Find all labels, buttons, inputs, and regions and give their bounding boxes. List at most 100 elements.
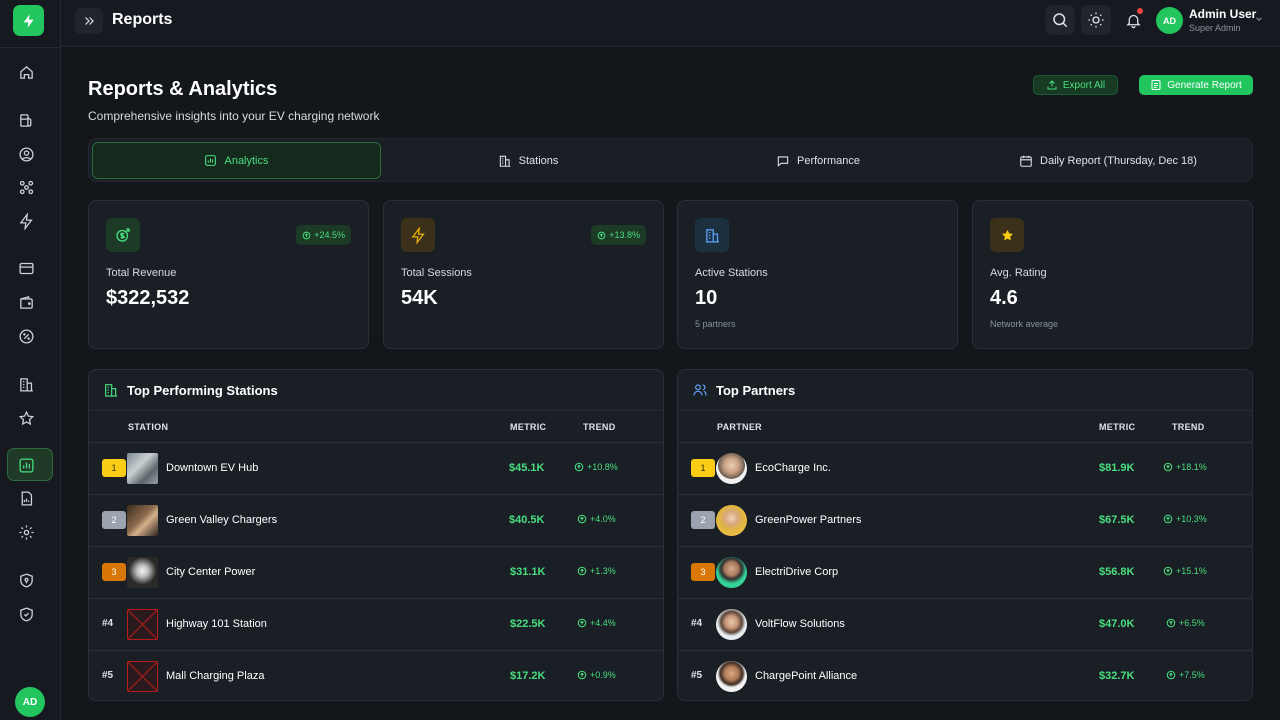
calendar-icon: [1020, 155, 1032, 167]
shield-lock-icon[interactable]: [16, 570, 36, 590]
app-logo[interactable]: [13, 5, 44, 36]
trend-text: +1.3%: [590, 566, 616, 576]
col-header-metric: METRIC: [510, 422, 547, 432]
change-value: +24.5%: [314, 230, 345, 240]
rank-label: #4: [102, 618, 114, 629]
table-row[interactable]: #4 Highway 101 Station $22.5K +4.4%: [89, 598, 663, 650]
page-title: Reports & Analytics: [88, 78, 278, 100]
image-placeholder-icon: [127, 661, 158, 692]
star-icon[interactable]: [16, 408, 36, 428]
station-icon: [695, 218, 729, 252]
rank-badge: 2: [691, 511, 715, 529]
partner-name: VoltFlow Solutions: [755, 618, 845, 630]
tab-performance[interactable]: Performance: [674, 142, 962, 179]
tab-analytics[interactable]: Analytics: [92, 142, 381, 179]
panel-header: Top Performing Stations: [89, 370, 663, 411]
panel-title: Top Partners: [716, 382, 796, 398]
col-header-trend: TREND: [1172, 422, 1205, 432]
chevrons-right-icon: [85, 17, 94, 25]
stat-value: 54K: [401, 287, 438, 309]
generate-report-button[interactable]: Generate Report: [1139, 75, 1253, 95]
lightning-icon[interactable]: [16, 211, 36, 231]
metric-value: $81.9K: [1099, 462, 1135, 474]
sidebar-item-reports-active[interactable]: [7, 448, 53, 481]
search-button[interactable]: [1045, 5, 1075, 35]
badge-percent-icon[interactable]: [16, 326, 36, 346]
user-avatar[interactable]: AD: [1156, 7, 1183, 34]
table-row[interactable]: 3 ElectriDrive Corp $56.8K +15.1%: [678, 546, 1252, 598]
col-header-trend: TREND: [583, 422, 616, 432]
stat-value: 4.6: [990, 287, 1018, 309]
trend-text: +0.9%: [590, 670, 616, 680]
settings-icon[interactable]: [16, 522, 36, 542]
arrow-up-circle-icon: [1166, 618, 1176, 628]
table-row[interactable]: 1 EcoCharge Inc. $81.9K +18.1%: [678, 442, 1252, 494]
stat-card-sessions: +13.8% Total Sessions 54K: [383, 200, 664, 349]
chart-icon[interactable]: [16, 455, 36, 475]
shield-check-icon[interactable]: [16, 604, 36, 624]
bar-chart-icon: [205, 155, 217, 166]
home-icon[interactable]: [16, 62, 36, 82]
station-name: City Center Power: [166, 566, 256, 578]
partner-name: ChargePoint Alliance: [755, 670, 858, 682]
trend-value: +0.9%: [577, 670, 616, 680]
notifications-button[interactable]: [1118, 5, 1148, 35]
rank-badge: 2: [102, 511, 126, 529]
table-row[interactable]: 1 Downtown EV Hub $45.1K +10.8%: [89, 442, 663, 494]
table-row[interactable]: 3 City Center Power $31.1K +1.3%: [89, 546, 663, 598]
partner-avatar: [716, 505, 747, 536]
expand-sidebar-button[interactable]: [75, 8, 103, 34]
table-row[interactable]: 2 Green Valley Chargers $40.5K +4.0%: [89, 494, 663, 546]
trend-text: +4.4%: [590, 618, 616, 628]
user-role: Super Admin: [1189, 23, 1241, 33]
chevron-down-icon[interactable]: [1254, 14, 1264, 24]
trend-value: +18.1%: [1163, 462, 1207, 472]
money-icon: [106, 218, 140, 252]
sidebar-avatar[interactable]: AD: [15, 687, 45, 717]
theme-toggle-button[interactable]: [1081, 5, 1111, 35]
change-badge: +24.5%: [296, 225, 351, 245]
fuel-pump-icon[interactable]: [16, 110, 36, 130]
network-icon[interactable]: [16, 177, 36, 197]
station-name: Green Valley Chargers: [166, 514, 278, 526]
search-icon: [1053, 13, 1068, 28]
trend-value: +6.5%: [1166, 618, 1205, 628]
building-icon: [105, 384, 117, 397]
table-row[interactable]: #5 Mall Charging Plaza $17.2K +0.9%: [89, 650, 663, 700]
change-value: +13.8%: [609, 230, 640, 240]
star-icon: [990, 218, 1024, 252]
table-row[interactable]: #5 ChargePoint Alliance $32.7K +7.5%: [678, 650, 1252, 700]
user-circle-icon[interactable]: [16, 144, 36, 164]
rank-label: #4: [691, 618, 703, 629]
users-icon: [693, 384, 707, 396]
lightning-icon: [401, 218, 435, 252]
station-image: [127, 453, 158, 484]
card-icon[interactable]: [16, 258, 36, 278]
report-icon[interactable]: [16, 488, 36, 508]
table-row[interactable]: #4 VoltFlow Solutions $47.0K +6.5%: [678, 598, 1252, 650]
user-name[interactable]: Admin User: [1189, 7, 1257, 21]
tab-daily-report[interactable]: Daily Report (Thursday, Dec 18): [964, 142, 1252, 179]
metric-value: $56.8K: [1099, 566, 1135, 578]
trend-value: +10.3%: [1163, 514, 1207, 524]
stat-note: Network average: [990, 319, 1059, 329]
export-all-button[interactable]: Export All: [1033, 75, 1118, 95]
sun-icon: [1088, 12, 1104, 28]
partner-name: GreenPower Partners: [755, 514, 862, 526]
upload-icon: [1047, 80, 1057, 90]
tab-label: Analytics: [224, 154, 269, 167]
building-icon[interactable]: [16, 374, 36, 394]
arrow-up-circle-icon: [1163, 566, 1173, 576]
generate-report-label: Generate Report: [1167, 79, 1242, 91]
metric-value: $40.5K: [509, 514, 545, 526]
col-header-metric: METRIC: [1099, 422, 1136, 432]
top-partners-panel: Top Partners PARTNER METRIC TREND 1 EcoC…: [677, 369, 1253, 701]
trend-text: +7.5%: [1179, 670, 1205, 680]
table-row[interactable]: 2 GreenPower Partners $67.5K +10.3%: [678, 494, 1252, 546]
tab-stations[interactable]: Stations: [384, 142, 672, 179]
trend-text: +10.8%: [587, 462, 618, 472]
rank-badge: 1: [102, 459, 126, 477]
trend-text: +18.1%: [1176, 462, 1207, 472]
arrow-up-circle-icon: [1163, 514, 1173, 524]
wallet-icon[interactable]: [16, 292, 36, 312]
